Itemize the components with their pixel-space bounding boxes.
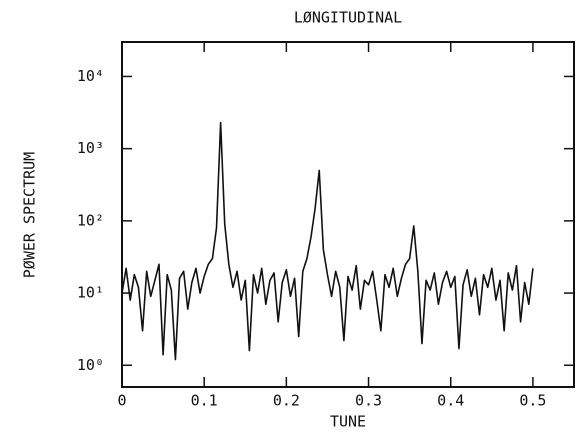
x-tick-label: 0.4 — [437, 392, 464, 410]
y-axis-label: PØWER SPECTRUM — [21, 152, 39, 278]
y-tick-label: 10⁴ — [77, 67, 104, 85]
x-tick-label: 0.5 — [519, 392, 546, 410]
x-tick-label: 0.3 — [355, 392, 382, 410]
x-tick-label: 0.2 — [273, 392, 300, 410]
spectrum-line — [121, 121, 534, 361]
chart-title: LØNGITUDINAL — [294, 9, 402, 27]
y-tick-label: 10¹ — [77, 284, 104, 302]
y-tick-label: 10⁰ — [77, 356, 104, 374]
x-tick-label: 0 — [117, 392, 126, 410]
x-tick-label: 0.1 — [191, 392, 218, 410]
plot-frame — [121, 41, 575, 388]
y-tick-label: 10³ — [77, 139, 104, 157]
y-tick-label: 10² — [77, 211, 104, 229]
x-axis-label: TUNE — [330, 413, 366, 431]
